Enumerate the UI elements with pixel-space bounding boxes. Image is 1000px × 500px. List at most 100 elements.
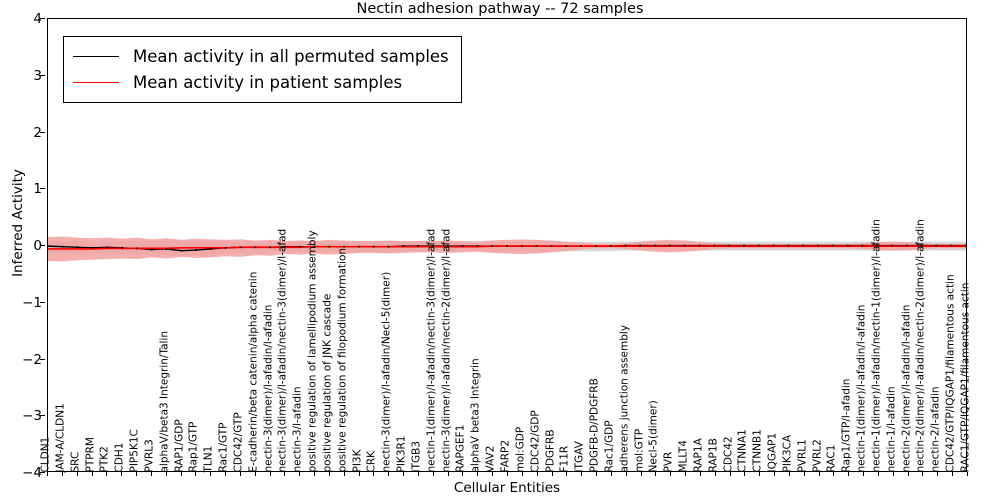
x-tick-mark: [462, 472, 464, 476]
x-tick-label: CDC42/GTP: [232, 411, 245, 472]
x-tick-mark: [670, 472, 672, 476]
x-tick-label: RAP1A: [692, 437, 705, 472]
x-tick-label: PVRL2: [811, 438, 824, 472]
x-tick-mark: [877, 472, 879, 476]
x-tick-mark: [61, 472, 63, 476]
y-tick-label: 4: [33, 11, 42, 27]
x-tick-mark: [136, 472, 138, 476]
x-tick-label: CTNNB1: [751, 428, 764, 472]
x-tick-label: IQGAP1: [766, 432, 779, 472]
x-tick-mark: [417, 472, 419, 476]
x-tick-mark: [180, 472, 182, 476]
plot-canvas: [48, 19, 966, 471]
x-tick-label: RAC1/GTP/IQGAP1/filamentous actin: [959, 282, 972, 472]
x-tick-label: nectin-3(dimer)/l-afadin/l-afadin: [262, 304, 275, 472]
x-tick-mark: [818, 472, 820, 476]
x-tick-label: F11R: [558, 445, 571, 472]
legend-label-permuted: Mean activity in all permuted samples: [133, 46, 449, 66]
y-tick-mark: [40, 131, 45, 133]
y-tick-label: 2: [33, 124, 42, 141]
x-tick-mark: [492, 472, 494, 476]
x-tick-mark: [655, 472, 657, 476]
y-tick-mark: [40, 301, 45, 303]
y-tick-label: 1: [33, 181, 42, 198]
y-tick-label: 3: [33, 67, 42, 84]
x-axis-tick-marks: [47, 472, 968, 477]
y-tick-mark: [40, 245, 45, 246]
y-tick-mark: [40, 472, 45, 473]
x-tick-label: VAV2: [484, 445, 497, 472]
x-tick-label: CDC42: [722, 435, 735, 472]
x-tick-label: CDC42/GTP/IQGAP1/filamentous actin: [944, 273, 957, 472]
x-tick-label: Rap1/GTP: [187, 421, 200, 472]
x-tick-label: PDGFB-D/PDGFRB: [588, 377, 601, 472]
x-tick-mark: [447, 472, 449, 476]
x-tick-label: nectin-3(dimer)/l-afadin/nectin-3(dimer)…: [276, 228, 289, 472]
x-tick-label: ITGB3: [410, 440, 423, 472]
y-tick-label: −1: [22, 294, 42, 311]
patient-confidence-band: [48, 236, 966, 262]
x-tick-mark: [640, 472, 642, 476]
y-tick-mark: [40, 74, 45, 76]
x-tick-mark: [269, 472, 271, 476]
x-tick-mark: [388, 472, 390, 476]
x-tick-mark: [581, 472, 583, 476]
x-tick-mark: [922, 472, 924, 476]
x-tick-mark: [150, 472, 152, 476]
x-tick-mark: [759, 472, 761, 476]
x-tick-label: nectin-2(dimer)/l-afadin/l-afadin: [900, 304, 913, 472]
x-tick-label: Rac1/GDP: [603, 419, 616, 472]
x-tick-label: PDGFRB: [544, 428, 557, 472]
x-tick-label: PTPRM: [84, 436, 97, 472]
series-svg: [48, 236, 966, 262]
x-tick-mark: [47, 472, 48, 476]
x-tick-label: nectin-2(dimer)/l-afadin/nectin-2(dimer)…: [914, 218, 927, 472]
x-tick-mark: [106, 472, 108, 476]
x-tick-label: RAC1: [825, 444, 838, 472]
chart-title: Nectin adhesion pathway -- 72 samples: [356, 1, 644, 17]
x-tick-label: CDC42/GDP: [529, 409, 542, 472]
x-tick-mark: [299, 472, 301, 476]
x-tick-label: JAM-A/CLDN1: [54, 402, 67, 472]
x-tick-label: CRK: [365, 450, 378, 472]
x-tick-mark: [403, 472, 405, 476]
x-tick-label: PVR: [662, 451, 675, 472]
y-tick-label: −3: [22, 408, 42, 425]
x-tick-mark: [121, 472, 123, 476]
x-tick-mark: [343, 472, 345, 476]
x-tick-mark: [551, 472, 553, 476]
legend: Mean activity in all permuted samples Me…: [63, 36, 462, 103]
x-tick-mark: [521, 472, 523, 476]
x-tick-mark: [507, 472, 508, 476]
x-tick-label: PIK3CA: [781, 434, 794, 472]
y-tick-mark: [40, 415, 45, 417]
legend-item-permuted: Mean activity in all permuted samples: [73, 43, 449, 69]
x-tick-mark: [685, 472, 687, 476]
x-tick-label: MLLT4: [677, 439, 690, 472]
legend-line-permuted-icon: [73, 55, 119, 57]
x-tick-label: nectin-3(dimer)/l-afadin/nectin-2(dimer)…: [440, 228, 453, 472]
x-tick-mark: [699, 472, 701, 476]
x-tick-mark: [566, 472, 568, 476]
legend-label-patient: Mean activity in patient samples: [133, 72, 403, 92]
x-tick-label: nectin-1/l-afadin: [885, 385, 898, 472]
x-tick-mark: [358, 472, 360, 476]
y-tick-mark: [40, 358, 45, 360]
x-tick-mark: [210, 472, 212, 476]
x-tick-label: alphaV/beta3 Integrin/Talin: [158, 330, 171, 472]
x-tick-mark: [803, 472, 805, 476]
x-tick-label: RAPGEF1: [454, 424, 467, 472]
x-tick-label: Rac1/GTP: [217, 422, 230, 472]
x-tick-label: CTNNA1: [736, 428, 749, 472]
x-tick-mark: [373, 472, 375, 476]
y-tick-label: −2: [22, 351, 42, 368]
x-tick-mark: [536, 472, 538, 476]
x-tick-label: adherens junction assembly: [618, 324, 631, 472]
x-tick-mark: [833, 472, 835, 476]
x-tick-label: E-cadherin/beta catenin/alpha catenin: [247, 271, 260, 472]
x-tick-label: Rap1/GTP/l-afadin: [840, 378, 853, 472]
permuted-point-markers: [48, 244, 966, 252]
y-tick-label: 0: [33, 238, 42, 254]
x-tick-label: alphaV beta3 Integrin: [469, 357, 482, 472]
